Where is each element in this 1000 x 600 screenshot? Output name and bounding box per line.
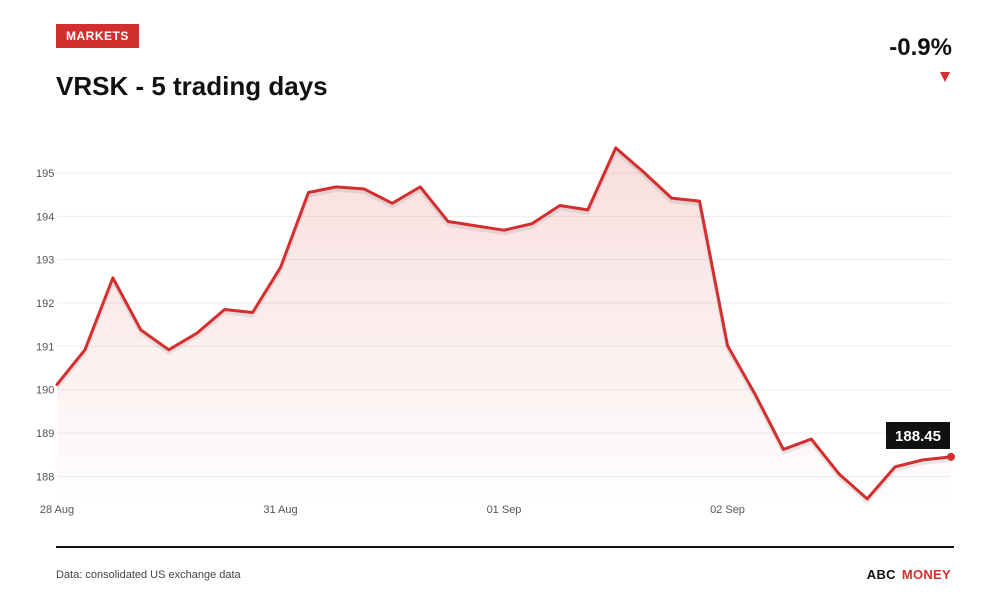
data-point	[419, 185, 422, 188]
x-tick-label: 02 Sep	[710, 504, 745, 516]
markets-badge: MARKETS	[56, 24, 139, 48]
y-tick-label: 189	[36, 428, 54, 440]
chart-title: VRSK - 5 trading days	[56, 71, 328, 101]
data-point	[391, 202, 394, 205]
data-point	[167, 348, 170, 351]
data-point	[866, 497, 869, 500]
y-tick-label: 195	[36, 168, 54, 180]
data-point	[642, 171, 645, 174]
last-value-label: 188.45	[895, 428, 941, 445]
data-point	[83, 348, 86, 351]
last-value-callout: 188.45	[886, 422, 950, 449]
y-tick-label: 193	[36, 255, 54, 267]
y-tick-label: 194	[36, 211, 54, 223]
data-point	[307, 191, 310, 194]
y-tick-label: 191	[36, 341, 54, 353]
data-point	[726, 344, 729, 347]
series-line	[55, 146, 953, 501]
y-tick-label: 188	[36, 471, 54, 483]
data-point	[447, 220, 450, 223]
data-source-note: Data: consolidated US exchange data	[56, 569, 241, 581]
data-point	[111, 276, 114, 279]
data-point	[251, 311, 254, 314]
brand-part-money: MONEY	[901, 567, 951, 582]
data-point	[530, 222, 533, 225]
data-point	[838, 473, 841, 476]
data-point	[782, 448, 785, 451]
x-tick-label: 31 Aug	[263, 504, 297, 516]
data-point	[614, 146, 617, 149]
data-point	[558, 204, 561, 207]
brand-part-abc: ABC	[866, 567, 896, 582]
data-point	[922, 458, 925, 461]
down-triangle-icon	[940, 72, 950, 82]
data-point	[279, 266, 282, 269]
data-point	[56, 383, 59, 386]
y-tick-label: 192	[36, 298, 54, 310]
data-point	[139, 328, 142, 331]
last-value-dot	[947, 452, 955, 461]
y-tick-label: 190	[36, 385, 54, 397]
data-point	[223, 308, 226, 311]
footer-divider	[56, 546, 954, 548]
data-point	[335, 185, 338, 188]
x-tick-label: 28 Aug	[40, 504, 74, 516]
data-point	[586, 208, 589, 211]
series-area-fill	[57, 147, 951, 499]
data-point	[475, 224, 478, 227]
data-point	[754, 393, 757, 396]
data-point	[363, 188, 366, 191]
brand-logo: ABC MONEY	[867, 567, 951, 582]
x-tick-label: 01 Sep	[487, 504, 522, 516]
data-point	[670, 197, 673, 200]
data-point	[698, 200, 701, 203]
data-point	[503, 229, 506, 232]
data-point	[810, 438, 813, 441]
series-line-shadow	[55, 148, 952, 504]
price-change: -0.9%	[889, 34, 952, 61]
last-value-box	[886, 422, 950, 449]
data-point	[195, 332, 198, 335]
data-point	[894, 465, 897, 468]
